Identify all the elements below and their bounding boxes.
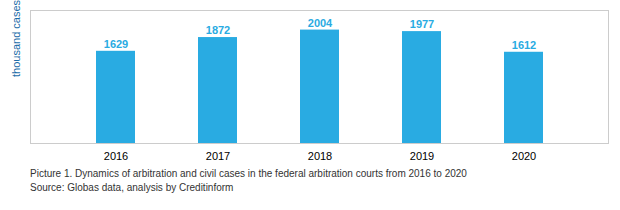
svg-text:thousand cases: thousand cases (10, 0, 22, 77)
svg-text:2016: 2016 (104, 150, 128, 162)
svg-text:2004: 2004 (308, 17, 333, 29)
svg-text:1612: 1612 (512, 39, 536, 51)
svg-text:2018: 2018 (308, 150, 332, 162)
svg-text:1977: 1977 (410, 18, 434, 30)
html-text:Picture 1. Dynamics of arbitra: Picture 1. Dynamics of arbitration and c… (30, 168, 467, 179)
html-text:Source: Globas data, analysis: Source: Globas data, analysis by Crediti… (30, 181, 234, 193)
svg-text:2017: 2017 (206, 150, 230, 162)
svg-text:2019: 2019 (410, 150, 434, 162)
svg-text:1629: 1629 (104, 38, 128, 50)
svg-text:1872: 1872 (206, 24, 230, 36)
svg-text:2020: 2020 (512, 150, 536, 162)
